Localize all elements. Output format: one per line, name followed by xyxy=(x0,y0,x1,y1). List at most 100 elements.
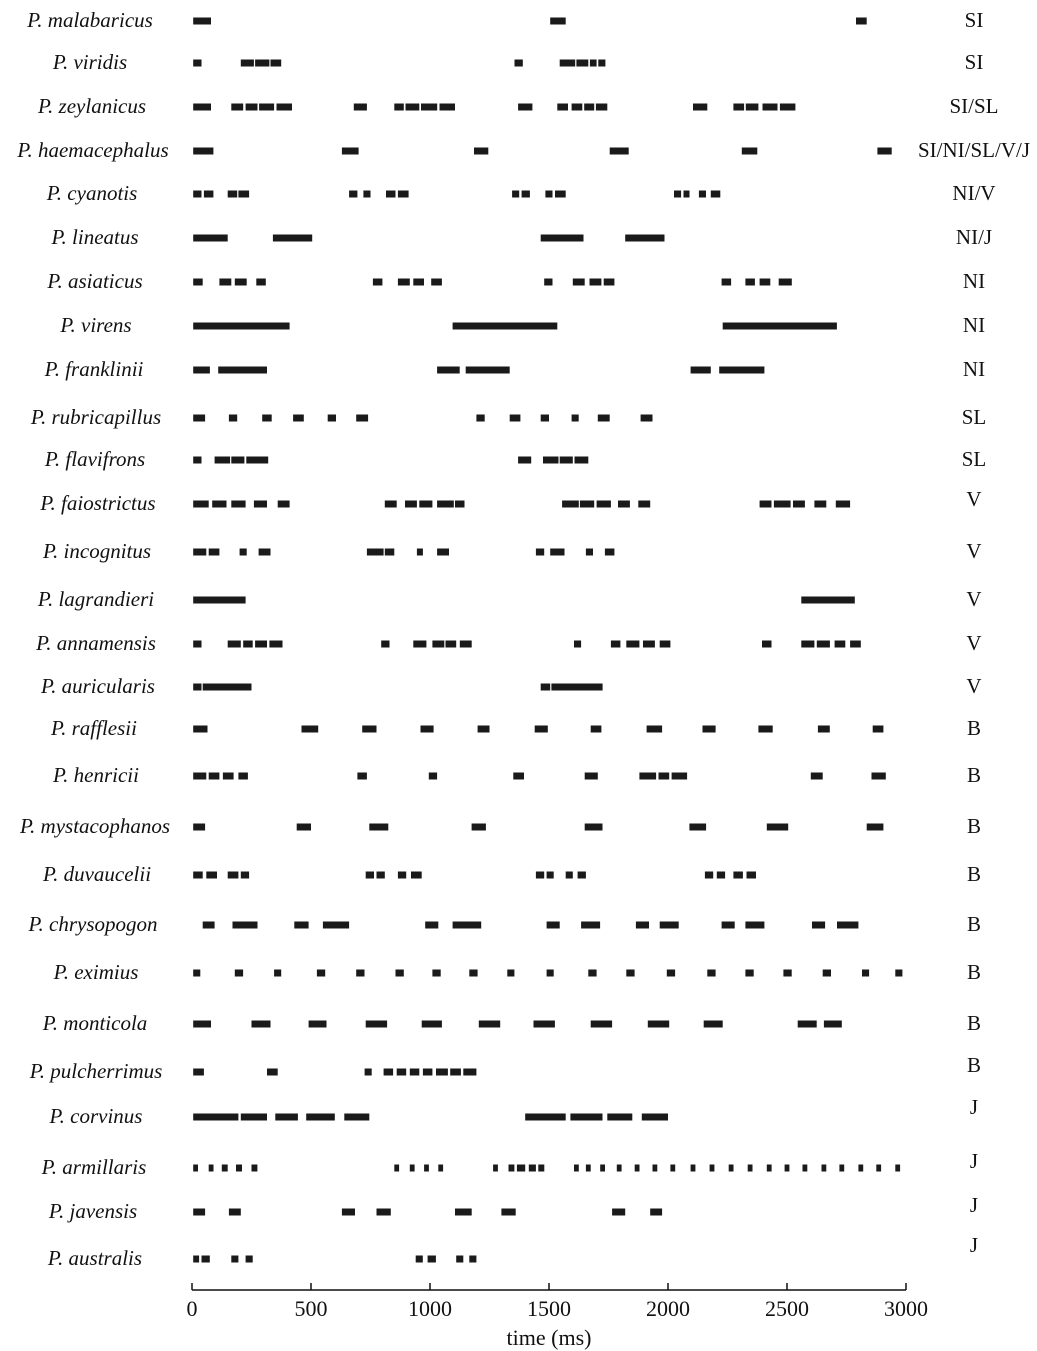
note-segment xyxy=(856,17,867,25)
note-segment xyxy=(437,548,449,556)
note-segment xyxy=(275,1113,298,1121)
note-segment xyxy=(584,772,598,780)
note-segment xyxy=(745,103,759,111)
species-row: P. rubricapillus SL xyxy=(30,405,986,429)
note-segment xyxy=(610,640,621,648)
note-segment xyxy=(625,234,665,242)
note-segment xyxy=(364,1068,372,1076)
note-segment xyxy=(436,1068,448,1076)
species-label: P. rafflesii xyxy=(50,716,137,740)
pattern-class-label: J xyxy=(970,1193,978,1217)
note-segment xyxy=(376,1208,391,1216)
note-segment xyxy=(437,500,454,508)
note-segment xyxy=(409,1164,415,1172)
x-tick-label: 0 xyxy=(187,1296,198,1321)
note-segment xyxy=(274,969,282,977)
note-segment xyxy=(193,969,201,977)
note-segment xyxy=(193,190,202,198)
note-segment xyxy=(659,921,679,929)
note-segment xyxy=(421,1020,442,1028)
note-segment xyxy=(243,640,253,648)
note-segment xyxy=(246,456,269,464)
note-segment xyxy=(562,500,579,508)
note-segment xyxy=(590,1020,613,1028)
note-segment xyxy=(349,190,358,198)
note-segment xyxy=(639,772,657,780)
note-segment xyxy=(258,548,271,556)
species-label: P. annamensis xyxy=(35,631,156,655)
note-segment xyxy=(814,500,827,508)
pattern-class-label: V xyxy=(966,539,981,563)
species-label: P. incognitus xyxy=(42,539,151,563)
x-tick-label: 500 xyxy=(295,1296,328,1321)
pattern-class-label: B xyxy=(967,862,981,886)
note-segment xyxy=(365,1020,388,1028)
note-segment xyxy=(835,500,851,508)
note-segment xyxy=(721,921,735,929)
note-segment xyxy=(459,640,472,648)
note-segment xyxy=(834,640,846,648)
species-row: P. faiostrictus V xyxy=(39,487,981,515)
note-segment xyxy=(276,103,292,111)
note-segment xyxy=(597,414,610,422)
note-segment xyxy=(533,1020,555,1028)
note-segment xyxy=(707,969,716,977)
species-row: P. eximius B xyxy=(53,960,981,984)
note-segment xyxy=(557,103,568,111)
note-segment xyxy=(493,1164,498,1172)
note-segment xyxy=(193,1020,211,1028)
note-segment xyxy=(463,1068,477,1076)
note-segment xyxy=(427,1255,436,1263)
note-segment xyxy=(193,500,209,508)
note-segment xyxy=(759,500,772,508)
species-row: P. chrysopogon B xyxy=(27,912,981,936)
species-row: P. rafflesii B xyxy=(50,716,981,740)
note-segment xyxy=(227,190,238,198)
species-label: P. eximius xyxy=(53,960,139,984)
note-segment xyxy=(193,366,210,374)
note-segment xyxy=(588,969,597,977)
note-segment xyxy=(574,1164,579,1172)
note-segment xyxy=(822,969,831,977)
note-segment xyxy=(193,414,206,422)
note-segment xyxy=(409,1068,420,1076)
pattern-class-label: SL xyxy=(962,405,987,429)
note-segment xyxy=(193,772,207,780)
note-segment xyxy=(231,1255,239,1263)
note-segment xyxy=(425,921,439,929)
note-segment xyxy=(193,234,228,242)
note-segment xyxy=(193,456,202,464)
species-row: P. incognitus V xyxy=(42,539,982,563)
species-row: P. cyanotis NI/V xyxy=(46,181,996,205)
note-segment xyxy=(366,548,384,556)
note-segment xyxy=(397,190,409,198)
note-segment xyxy=(344,1113,370,1121)
note-segment xyxy=(262,414,272,422)
note-segment xyxy=(741,147,758,155)
note-segment xyxy=(415,1255,423,1263)
species-label: P. monticola xyxy=(42,1011,148,1035)
note-segment xyxy=(871,772,886,780)
note-segment xyxy=(810,772,823,780)
note-segment xyxy=(733,103,745,111)
note-segment xyxy=(658,772,670,780)
note-segment xyxy=(521,190,530,198)
species-label: P. haemacephalus xyxy=(16,138,168,162)
note-segment xyxy=(231,103,244,111)
species-label: P. viridis xyxy=(52,50,127,74)
note-segment xyxy=(193,17,211,25)
species-label: P. armillaris xyxy=(41,1155,147,1179)
note-segment xyxy=(208,772,220,780)
note-segment xyxy=(234,969,244,977)
note-segment xyxy=(432,969,441,977)
pattern-class-label: SL xyxy=(962,447,987,471)
note-segment xyxy=(746,871,756,879)
pattern-class-label: B xyxy=(967,763,981,787)
note-segment xyxy=(301,725,319,733)
note-segment xyxy=(208,1164,214,1172)
species-row: P. monticola B xyxy=(42,1011,981,1035)
note-segment xyxy=(471,823,486,831)
note-segment xyxy=(698,190,706,198)
note-segment xyxy=(465,366,510,374)
note-segment xyxy=(369,823,389,831)
